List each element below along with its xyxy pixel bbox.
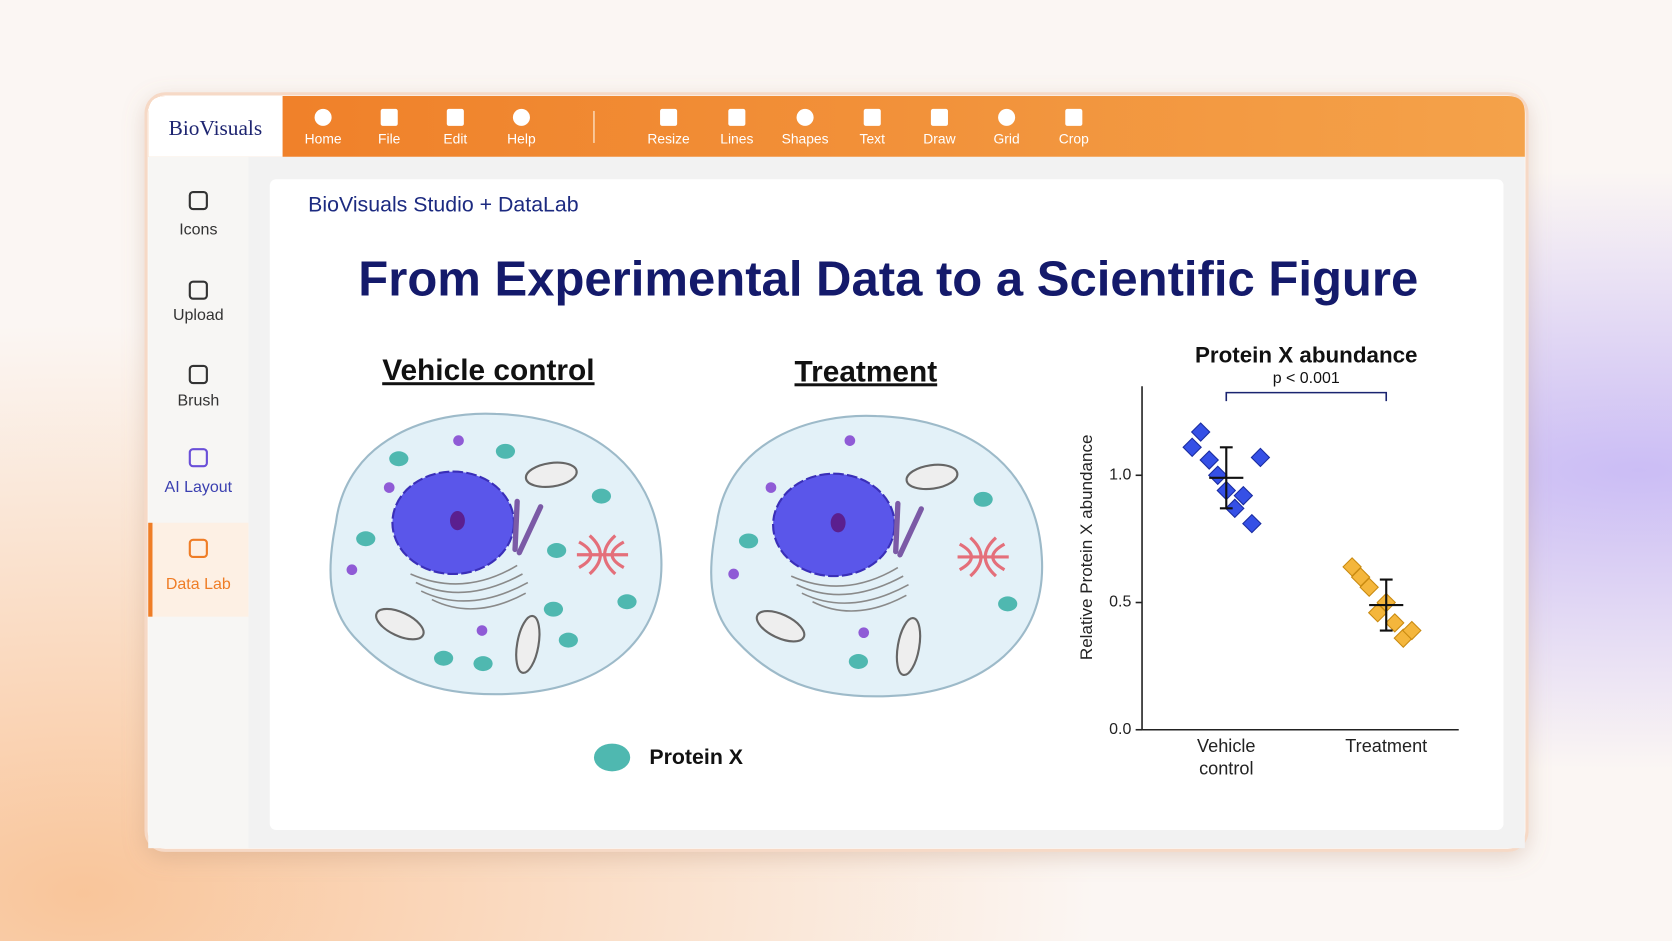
toolbar-icon [728, 108, 746, 126]
y-tick-label: 0.5 [1109, 594, 1131, 611]
toolbar-icon [380, 108, 398, 126]
sidebar-button[interactable] [188, 364, 208, 385]
data-point [1199, 450, 1220, 470]
toolbar-label: Resize [647, 130, 690, 146]
panel-title: Vehicle control [382, 354, 594, 387]
toolbar-icon [314, 108, 332, 126]
data-point [1182, 437, 1202, 458]
y-tick-label: 0.0 [1109, 721, 1131, 738]
toolbar-button[interactable]: Crop [1059, 108, 1089, 147]
data-point [1250, 447, 1271, 468]
toolbar-button[interactable]: Grid [994, 108, 1020, 147]
toolbar-label: File [378, 130, 401, 146]
sidebar-label: Icons [179, 220, 218, 239]
sidebar-label: Data Lab [165, 575, 231, 594]
sidebar-button[interactable] [188, 190, 208, 211]
toolbar [148, 96, 1525, 157]
active-highlight [148, 522, 249, 617]
sidebar-icon [188, 280, 208, 300]
cell-illustration [330, 414, 661, 695]
significance-bracket [1225, 391, 1388, 402]
sidebar [148, 156, 249, 849]
legend-swatch [593, 743, 631, 772]
data-point [1190, 422, 1211, 442]
error-bar [1379, 578, 1393, 632]
logo-box [148, 96, 283, 157]
toolbar-icon [796, 108, 814, 126]
data-point [1225, 498, 1245, 519]
toolbar-label: Crop [1059, 130, 1089, 146]
toolbar-label: Help [507, 130, 536, 146]
sidebar-icon [188, 364, 208, 385]
toolbar-label: Shapes [782, 130, 829, 146]
toolbar-label: Home [305, 130, 342, 146]
toolbar-icon [930, 108, 948, 126]
toolbar-icon [660, 108, 678, 126]
sidebar-button[interactable] [188, 280, 208, 300]
toolbar-icon [512, 108, 530, 126]
data-point [1207, 465, 1228, 486]
toolbar-button[interactable]: Lines [720, 108, 753, 147]
sidebar-label: Brush [177, 391, 220, 410]
logo: BioVisuals [169, 116, 263, 140]
sidebar-icon [188, 538, 208, 558]
toolbar-icon [446, 108, 464, 126]
data-point [1233, 485, 1254, 506]
toolbar-label: Grid [994, 130, 1020, 146]
data-point [1384, 613, 1405, 633]
toolbar-label: Draw [923, 130, 956, 146]
sidebar-icon [188, 448, 208, 468]
y-axis-label: Relative Protein X abundance [1077, 435, 1096, 661]
toolbar-button[interactable]: Shapes [782, 108, 829, 147]
active-bar [148, 522, 153, 617]
data-point [1359, 577, 1379, 598]
toolbar-label: Lines [720, 130, 753, 146]
sidebar-label: Upload [172, 306, 224, 325]
canvas-header: BioVisuals Studio + DataLab [308, 193, 578, 217]
x-tick-label: Treatment [1345, 736, 1428, 757]
toolbar-button[interactable]: Edit [443, 108, 467, 147]
toolbar-icon [998, 108, 1016, 126]
sidebar-button[interactable] [188, 448, 208, 468]
toolbar-button[interactable]: Resize [647, 108, 690, 147]
x-tick-label: Vehicle control [1197, 736, 1256, 779]
sidebar-label: AI Layout [164, 477, 233, 497]
toolbar-button[interactable]: Help [507, 108, 536, 147]
toolbar-button[interactable]: Home [305, 108, 342, 147]
toolbar-label: Text [860, 130, 886, 146]
sidebar-button[interactable] [148, 522, 249, 617]
figure-title: From Experimental Data to a Scientific F… [358, 253, 1418, 307]
toolbar-button[interactable]: Draw [923, 108, 957, 147]
annotation: p < 0.001 [1273, 370, 1340, 387]
toolbar-button[interactable]: File [378, 108, 401, 147]
error-bar [1219, 446, 1233, 510]
data-point [1402, 620, 1422, 641]
panel-title: Treatment [795, 355, 938, 388]
cell-illustration [711, 416, 1042, 697]
data-point [1242, 513, 1262, 534]
toolbar-icon [863, 108, 881, 126]
sidebar-icon [188, 190, 208, 211]
toolbar-button[interactable]: Text [860, 108, 886, 147]
toolbar-label: Edit [443, 130, 467, 146]
y-tick-label: 1.0 [1109, 466, 1131, 483]
toolbar-icon [1065, 108, 1083, 126]
legend-label: Protein X [649, 745, 743, 769]
chart-title: Protein X abundance [1195, 342, 1418, 367]
